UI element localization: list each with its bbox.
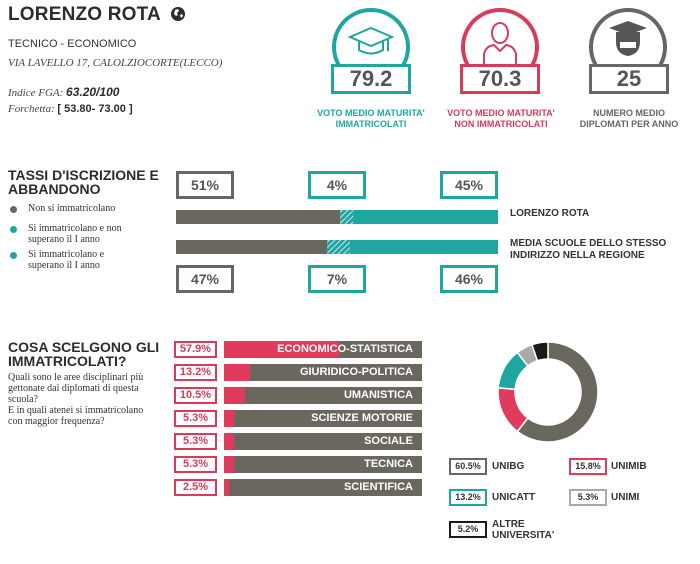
area-label: SOCIALE — [364, 435, 413, 447]
stat-caption-enrolled: VOTO MEDIO MATURITA' IMMATRICOLATI — [317, 108, 425, 129]
area-bar: TECNICA — [224, 456, 422, 473]
area-bar: SCIENTIFICA — [224, 479, 422, 496]
area-row: 13.2% GIURIDICO-POLITICA — [174, 364, 424, 381]
area-label: TECNICA — [364, 458, 413, 470]
region-bar-dropped-segment — [327, 240, 350, 254]
fga-range: Forchetta: [ 53.80- 73.00 ] — [8, 103, 133, 115]
person-icon — [483, 22, 517, 64]
area-label: GIURIDICO-POLITICA — [299, 366, 413, 378]
unibg-pct: 60.5% — [449, 458, 487, 475]
area-row: 2.5% SCIENTIFICA — [174, 479, 424, 496]
area-pct: 5.3% — [174, 433, 217, 450]
area-label: SCIENZE MOTORIE — [311, 412, 413, 424]
school-row-label: LORENZO ROTA — [510, 208, 590, 219]
area-bar-fill — [224, 364, 251, 381]
area-bar-fill — [224, 387, 245, 404]
region-dropped-pct: 7% — [308, 265, 366, 293]
area-row: 5.3% TECNICA — [174, 456, 424, 473]
area-pct: 10.5% — [174, 387, 217, 404]
choices-title: COSA SCELGONO GLI IMMATRICOLATI? — [8, 339, 160, 369]
areas-list: 57.9% ECONOMICO-STATISTICA 13.2% GIURIDICO-… — [174, 341, 424, 501]
choices-question: Quali sono le aree disciplinari più gett… — [8, 372, 144, 427]
area-bar: GIURIDICO-POLITICA — [224, 364, 422, 381]
other-unis-label: ALTRE UNIVERSITA' — [492, 519, 555, 541]
area-bar-fill — [224, 410, 235, 427]
stat-value-enrolled: 79.2 — [331, 64, 411, 94]
school-dropped-pct: 4% — [308, 171, 366, 199]
enrollment-title: TASSI D'ISCRIZIONE E ABBANDONO — [8, 167, 159, 197]
stat-caption-not-enrolled: VOTO MEDIO MATURITA' NON IMMATRICOLATI — [447, 108, 555, 129]
unimi-label: UNIMI — [611, 492, 640, 503]
range-label: Forchetta: — [8, 103, 55, 115]
graduation-cap-icon — [348, 26, 394, 55]
donut-slice-unimib — [497, 387, 529, 433]
school-bar-dropped-segment — [340, 210, 354, 224]
area-bar-fill — [224, 433, 235, 450]
area-pct: 13.2% — [174, 364, 217, 381]
school-address: VIA LAVELLO 17, CALOLZIOCORTE(LECCO) — [8, 57, 223, 69]
area-pct: 5.3% — [174, 456, 217, 473]
area-bar-fill — [224, 341, 339, 358]
school-bar-passed-segment — [353, 210, 498, 224]
enrollment-bars — [176, 210, 498, 254]
legend-dot-dropped — [10, 226, 17, 233]
area-bar: UMANISTICA — [224, 387, 422, 404]
stat-caption-graduates: NUMERO MEDIO DIPLOMATI PER ANNO — [579, 108, 679, 129]
legend-dot-passed — [10, 252, 17, 259]
other-unis-pct: 5.2% — [449, 521, 487, 538]
legend-dot-not-enrolled — [10, 206, 17, 213]
stat-value-graduates: 25 — [589, 64, 669, 94]
region-bar-not-enrolled-segment — [176, 240, 328, 254]
area-bar-fill — [224, 456, 235, 473]
area-row: 57.9% ECONOMICO-STATISTICA — [174, 341, 424, 358]
fga-value: 63.20/100 — [66, 85, 120, 99]
range-value: [ 53.80- 73.00 ] — [57, 103, 133, 115]
area-row: 5.3% SCIENZE MOTORIE — [174, 410, 424, 427]
school-passed-pct: 45% — [440, 171, 498, 199]
area-pct: 5.3% — [174, 410, 217, 427]
unibg-label: UNIBG — [492, 461, 525, 472]
area-bar: SCIENZE MOTORIE — [224, 410, 422, 427]
area-label: SCIENTIFICA — [343, 481, 413, 493]
region-not-enrolled-pct: 47% — [176, 265, 234, 293]
fga-index: Indice FGA: 63.20/100 — [8, 85, 119, 99]
school-type: TECNICO - ECONOMICO — [8, 38, 137, 50]
graduate-icon — [609, 21, 647, 56]
legend-passed: Si immatricolano e superano il I anno — [28, 249, 105, 271]
stat-value-not-enrolled: 70.3 — [460, 64, 540, 94]
unicatt-label: UNICATT — [492, 492, 536, 503]
area-row: 10.5% UMANISTICA — [174, 387, 424, 404]
unicatt-pct: 13.2% — [449, 489, 487, 506]
globe-icon[interactable] — [170, 6, 186, 22]
region-row-label: MEDIA SCUOLE DELLO STESSO INDIRIZZO NELLA… — [510, 238, 667, 261]
donut-slice-unibg — [516, 341, 599, 443]
area-pct: 2.5% — [174, 479, 217, 496]
area-bar-fill — [224, 479, 229, 496]
area-label: UMANISTICA — [343, 389, 413, 401]
universities-donut-chart — [497, 341, 599, 443]
unimib-label: UNIMIB — [611, 461, 647, 472]
region-bar-passed-segment — [349, 240, 498, 254]
area-pct: 57.9% — [174, 341, 217, 358]
region-passed-pct: 46% — [440, 265, 498, 293]
area-row: 5.3% SOCIALE — [174, 433, 424, 450]
area-bar: ECONOMICO-STATISTICA — [224, 341, 422, 358]
school-bar-not-enrolled-segment — [176, 210, 341, 224]
legend-dropped: Si immatricolano e non superano il I anno — [28, 223, 122, 245]
school-name: LORENZO ROTA — [8, 4, 161, 25]
area-label: ECONOMICO-STATISTICA — [277, 343, 413, 355]
unimi-pct: 5.3% — [569, 489, 607, 506]
donut-slice-other-unis — [531, 341, 549, 362]
fga-label: Indice FGA: — [8, 87, 64, 99]
area-bar: SOCIALE — [224, 433, 422, 450]
legend-not-enrolled: Non si immatricolano — [28, 203, 116, 214]
unimib-pct: 15.8% — [569, 458, 607, 475]
school-not-enrolled-pct: 51% — [176, 171, 234, 199]
